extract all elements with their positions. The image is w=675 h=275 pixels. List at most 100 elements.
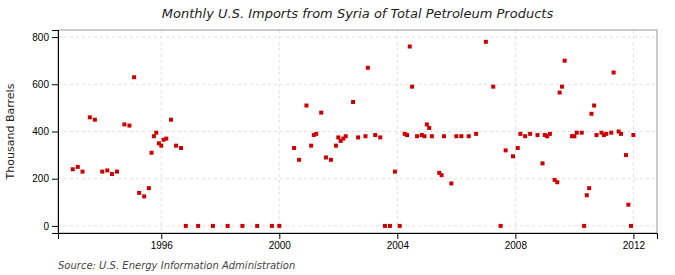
point — [314, 132, 318, 136]
point — [71, 167, 75, 171]
x-tick: 1996 — [151, 233, 174, 251]
x-tick-mark — [161, 233, 162, 239]
point — [174, 144, 178, 148]
y-tick: 400 — [32, 126, 58, 137]
point — [629, 224, 633, 228]
x-axis-line — [59, 234, 658, 240]
x-tick-mark — [515, 233, 516, 239]
point — [324, 155, 328, 159]
point — [137, 191, 141, 195]
point — [122, 122, 126, 126]
point — [631, 133, 635, 137]
point — [575, 131, 579, 135]
x-tick-label: 2000 — [269, 240, 292, 251]
y-axis-line — [52, 31, 59, 234]
point — [619, 132, 623, 136]
point — [211, 224, 215, 228]
point — [179, 146, 183, 150]
point — [585, 193, 589, 197]
grid-line-y — [58, 178, 657, 179]
point — [587, 186, 591, 190]
point — [147, 186, 151, 190]
point — [159, 144, 163, 148]
point — [363, 134, 367, 138]
point — [518, 132, 522, 136]
x-tick-label: 1996 — [151, 240, 174, 251]
point — [388, 224, 392, 228]
point — [297, 158, 301, 162]
point — [319, 111, 323, 115]
point — [592, 104, 596, 108]
chart: 1996 2000 2004 2008 2012 0 200 400 600 800 Monthly… — [0, 0, 675, 275]
point — [511, 154, 515, 158]
point — [93, 118, 97, 122]
point — [528, 132, 532, 136]
point — [558, 91, 562, 95]
x-tick: 2012 — [623, 233, 646, 251]
point — [467, 134, 471, 138]
point — [115, 170, 119, 174]
point — [408, 45, 412, 49]
point — [595, 133, 599, 137]
point — [152, 134, 156, 138]
y-tick: 0 — [43, 221, 58, 232]
point — [383, 224, 387, 228]
point — [491, 85, 495, 89]
x-tick-label: 2008 — [505, 240, 528, 251]
point — [425, 122, 429, 126]
point — [356, 135, 360, 139]
point — [609, 131, 613, 135]
point — [154, 131, 158, 135]
point — [398, 224, 402, 228]
point — [626, 203, 630, 207]
y-tick-mark — [52, 37, 58, 38]
point — [329, 158, 333, 162]
point — [304, 104, 308, 108]
point — [270, 224, 274, 228]
point — [516, 146, 520, 150]
y-tick-label: 600 — [32, 79, 49, 90]
y-tick-mark — [52, 132, 58, 133]
x-tick: 2004 — [387, 233, 410, 251]
x-tick-label: 2012 — [623, 240, 646, 251]
title: Monthly U.S. Imports from Syria of Total… — [162, 6, 554, 21]
point — [589, 112, 593, 116]
x-tick: 2000 — [269, 233, 292, 251]
point — [548, 132, 552, 136]
y-tick-mark — [52, 179, 58, 180]
point — [80, 170, 84, 174]
y-tick-label: 400 — [32, 126, 49, 137]
point — [255, 224, 259, 228]
point — [292, 146, 296, 150]
plot-frame — [58, 30, 657, 233]
point — [105, 168, 109, 172]
point — [427, 126, 431, 130]
point — [88, 115, 92, 119]
point — [474, 132, 478, 136]
point — [572, 134, 576, 138]
point — [378, 135, 382, 139]
point — [560, 85, 564, 89]
point — [127, 124, 131, 128]
plot-area: 1996 2000 2004 2008 2012 0 200 400 600 800 — [32, 30, 657, 251]
point — [440, 173, 444, 177]
y-axis-title: Thousand Barrels — [4, 83, 17, 180]
y-tick-mark — [52, 84, 58, 85]
point — [563, 59, 567, 63]
point — [76, 165, 80, 169]
y-tick-label: 800 — [32, 32, 49, 43]
point — [277, 224, 281, 228]
point — [523, 134, 527, 138]
x-tick-mark — [397, 233, 398, 239]
point — [555, 180, 559, 184]
point — [344, 134, 348, 138]
point — [430, 134, 434, 138]
y-tick-label: 0 — [43, 221, 49, 232]
point — [624, 153, 628, 157]
grid-line-y — [58, 84, 657, 85]
y-tick-label: 200 — [32, 173, 49, 184]
point — [604, 132, 608, 136]
x-axis: 1996 2000 2004 2008 2012 — [59, 233, 658, 251]
point — [110, 172, 114, 176]
point — [442, 134, 446, 138]
